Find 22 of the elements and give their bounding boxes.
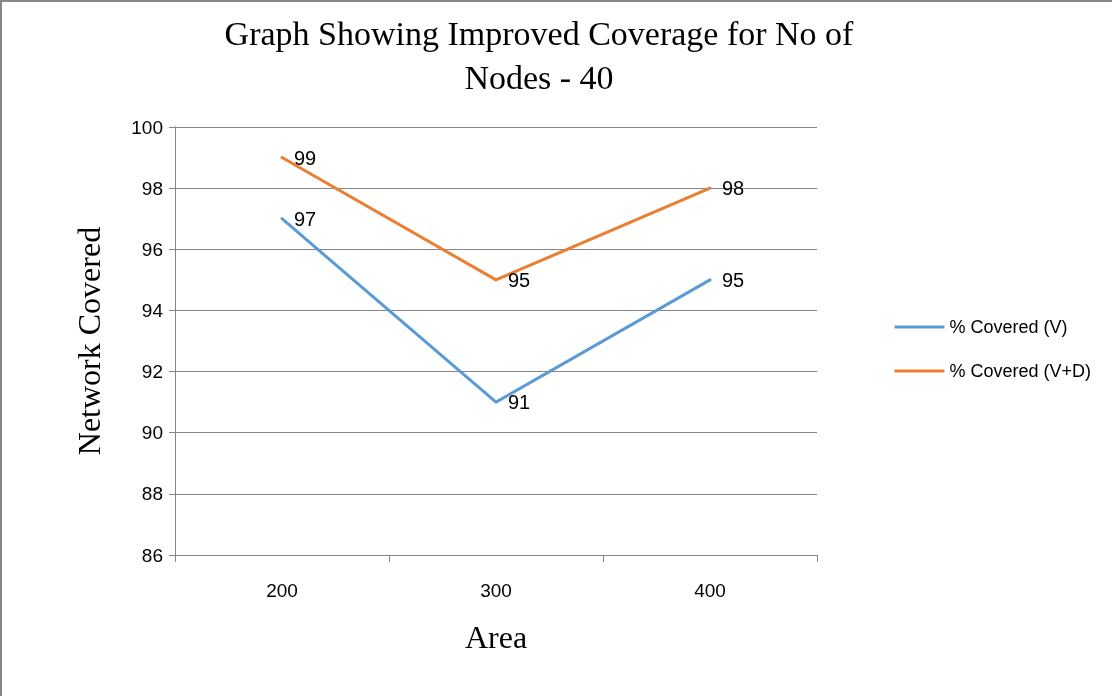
legend-label: % Covered (V): [949, 317, 1068, 337]
y-tick-label: 90: [141, 422, 163, 444]
y-tick-label: 96: [141, 238, 163, 260]
y-tick-label: 92: [141, 361, 163, 383]
chart-title: Graph Showing Improved Coverage for No of Nodes - 40: [224, 14, 855, 96]
x-axis-title: Area: [464, 619, 528, 655]
y-tick-label: 100: [131, 116, 163, 138]
data-label: 91: [508, 391, 531, 414]
x-tick-label: 300: [480, 580, 512, 601]
y-tick-label: 98: [141, 177, 163, 199]
data-label: 95: [722, 268, 745, 291]
y-tick-label: 94: [141, 299, 164, 321]
data-label: 95: [508, 268, 531, 291]
data-label: 98: [722, 177, 745, 200]
data-label: 97: [294, 207, 317, 230]
legend-label: % Covered (V+D): [949, 361, 1092, 381]
y-tick-label: 86: [141, 544, 163, 566]
x-tick-label: 400: [694, 580, 726, 601]
y-axis-title: Network Covered: [71, 226, 107, 456]
y-tick-label: 88: [141, 483, 163, 505]
x-tick-label: 200: [266, 580, 298, 601]
data-label: 99: [294, 146, 317, 169]
